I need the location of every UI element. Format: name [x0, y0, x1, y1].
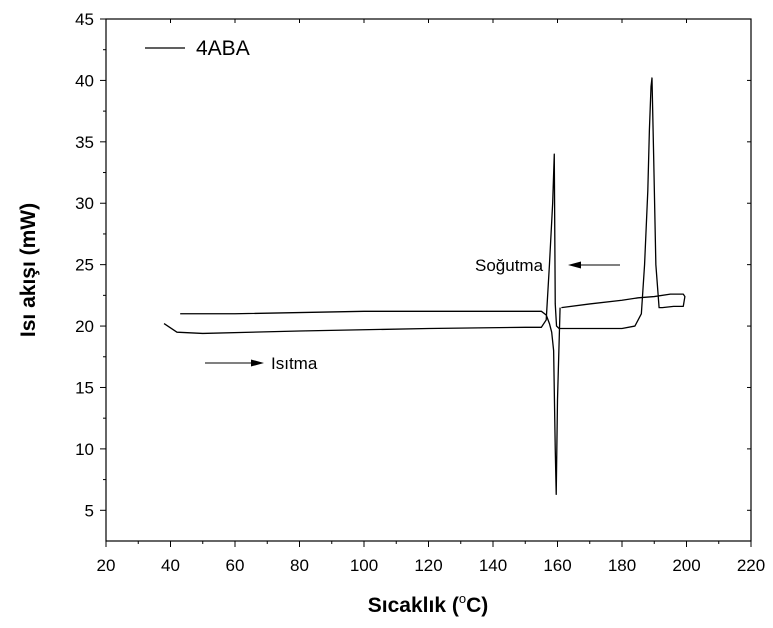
x-tick-label: 180 [608, 556, 636, 575]
y-axis-title: Isı akışı (mW) [17, 203, 40, 337]
y-tick-label: 15 [75, 378, 94, 397]
annotation-cooling: Soğutma [475, 256, 620, 275]
x-tick-label: 200 [672, 556, 700, 575]
cooling-label: Soğutma [475, 256, 544, 275]
cooling-arrow-head [568, 261, 581, 269]
x-axis-title-main: Sıcaklık ( [368, 594, 459, 617]
series-curves [163, 77, 686, 495]
legend-label: 4ABA [196, 37, 250, 60]
x-axis-title: Sıcaklık (oC) [368, 591, 488, 617]
x-tick-label: 220 [737, 556, 765, 575]
x-tick-label: 140 [479, 556, 507, 575]
x-axis-title-sup: o [459, 591, 466, 606]
x-tick-label: 40 [161, 556, 180, 575]
x-tick-label: 20 [97, 556, 116, 575]
series-line [163, 77, 686, 335]
x-tick-label: 60 [226, 556, 245, 575]
heating-label: Isıtma [271, 354, 318, 373]
y-tick-label: 45 [75, 10, 94, 29]
y-tick-label: 40 [75, 71, 94, 90]
y-tick-label: 10 [75, 440, 94, 459]
y-tick-label: 25 [75, 256, 94, 275]
plot-frame [105, 18, 752, 542]
y-tick-label: 30 [75, 194, 94, 213]
x-tick-label: 100 [350, 556, 378, 575]
y-tick-labels: 5 10 15 20 25 30 35 40 45 [75, 10, 94, 520]
series-line [180, 307, 561, 495]
heating-arrow-head [251, 359, 264, 367]
y-tick-label: 35 [75, 133, 94, 152]
annotation-heating: Isıtma [205, 354, 318, 373]
legend: 4ABA [145, 37, 250, 60]
x-axis-title-end: C) [466, 594, 488, 617]
axis-ticks [100, 18, 752, 547]
y-tick-label: 20 [75, 317, 94, 336]
x-tick-labels: 20 40 60 80 100 120 140 160 180 200 220 [97, 556, 766, 575]
x-tick-label: 80 [290, 556, 309, 575]
x-tick-label: 160 [543, 556, 571, 575]
x-tick-label: 120 [414, 556, 442, 575]
y-tick-label: 5 [85, 501, 94, 520]
